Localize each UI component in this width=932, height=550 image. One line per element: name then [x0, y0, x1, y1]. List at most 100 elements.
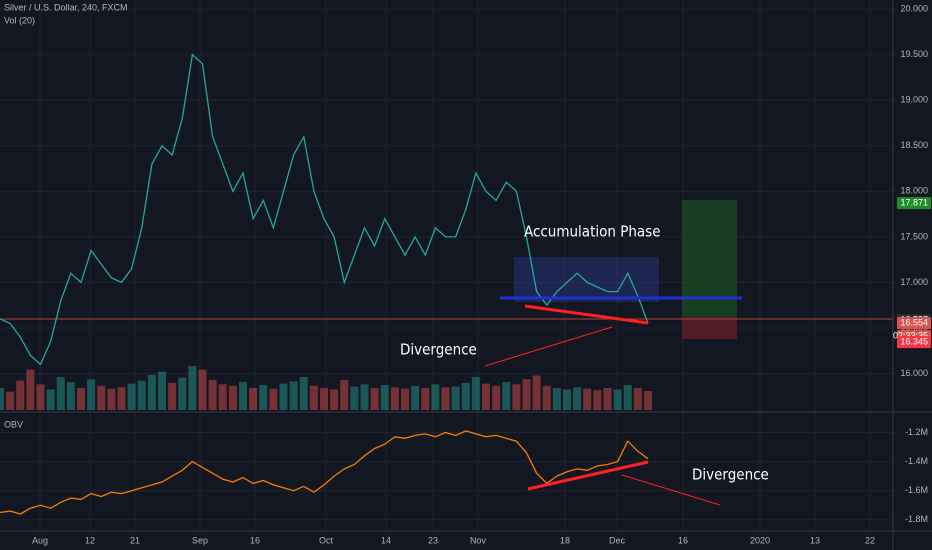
- volume-bar: [239, 382, 247, 410]
- x-tick-label: 13: [810, 535, 820, 545]
- stop-zone: [682, 317, 737, 339]
- volume-bar: [87, 379, 96, 410]
- volume-bar: [603, 388, 612, 410]
- x-tick-label: 16: [678, 535, 688, 545]
- y-tick-label: 20.000: [900, 3, 928, 13]
- volume-bar: [644, 390, 652, 410]
- x-tick-label: 14: [381, 535, 391, 545]
- volume-bar: [532, 375, 541, 410]
- y-tick-label: -1.8M: [905, 514, 928, 524]
- y-tick-label: 18.000: [900, 186, 928, 196]
- volume-bar: [492, 385, 501, 410]
- volume-bar: [158, 371, 166, 410]
- volume-bar: [330, 389, 339, 410]
- volume-bar: [228, 385, 237, 410]
- annotation: Accumulation Phase: [524, 223, 661, 241]
- annotation: Divergence: [692, 466, 769, 484]
- x-tick-label: Oct: [319, 535, 334, 545]
- divergence-line: [524, 304, 649, 325]
- volume-bar: [208, 379, 217, 410]
- chart-title: Silver / U.S. Dollar, 240, FXCM: [4, 2, 128, 12]
- x-tick-label: 21: [130, 535, 140, 545]
- y-tick-label: -1.2M: [905, 427, 928, 437]
- volume-bar: [127, 383, 136, 410]
- volume-bar: [16, 380, 25, 410]
- x-tick-label: Sep: [192, 535, 208, 545]
- obv-divergence-line: [527, 460, 649, 491]
- volume-bar: [188, 366, 197, 410]
- volume-bar: [36, 384, 45, 410]
- volume-bar: [401, 388, 409, 410]
- volume-bar: [431, 384, 440, 410]
- y-tick-label: -1.6M: [905, 485, 928, 495]
- volume-bar: [583, 388, 592, 410]
- volume-bar: [552, 388, 561, 410]
- data-line: [0, 53, 649, 366]
- obv-arrow: [621, 474, 721, 506]
- volume-bar: [66, 382, 75, 410]
- volume-bar: [309, 385, 318, 410]
- x-tick-label: 12: [85, 535, 95, 545]
- volume-bar: [623, 385, 632, 410]
- volume-bar: [522, 379, 531, 410]
- volume-bar: [117, 387, 126, 410]
- volume-bar: [320, 388, 328, 410]
- price-tag-label: 17.871: [900, 197, 928, 207]
- arrow: [484, 326, 613, 367]
- volume-bar: [0, 388, 4, 410]
- volume-bar: [573, 387, 582, 410]
- x-tick-label: 16: [250, 535, 260, 545]
- volume-bar: [168, 382, 177, 410]
- countdown: 02:33:35: [893, 330, 928, 340]
- y-tick-label: 17.000: [900, 277, 928, 287]
- x-tick-label: Aug: [32, 535, 48, 545]
- volume-bar: [26, 369, 35, 410]
- x-tick-label: 2020: [750, 535, 770, 545]
- x-tick-label: Dec: [609, 535, 626, 545]
- volume-bar: [97, 385, 106, 410]
- volume-bar: [441, 387, 450, 410]
- volume-bar: [390, 387, 399, 410]
- volume-bar: [137, 380, 146, 410]
- y-tick-label: 17.500: [900, 231, 928, 241]
- x-tick-label: 18: [560, 535, 570, 545]
- volume-bar: [613, 389, 622, 410]
- volume-bar: [542, 385, 551, 410]
- price-tag: [897, 197, 931, 210]
- data-line: [0, 430, 649, 515]
- volume-bar: [461, 382, 470, 410]
- volume-bar: [289, 381, 298, 410]
- y-tick-label: 19.000: [900, 95, 928, 105]
- volume-bar: [380, 385, 389, 410]
- y-tick-label: -1.4M: [905, 456, 928, 466]
- volume-label: Vol (20): [4, 15, 35, 25]
- x-tick-label: 23: [428, 535, 438, 545]
- volume-bar: [563, 389, 571, 410]
- volume-bar: [279, 383, 288, 410]
- volume-bar: [77, 388, 85, 410]
- volume-bar: [269, 388, 278, 410]
- annotation: Divergence: [400, 341, 477, 359]
- volume-bar: [360, 384, 369, 410]
- volume-bar: [56, 377, 65, 410]
- volume-bar: [370, 388, 379, 410]
- volume-bar: [218, 384, 227, 410]
- price-tag-label: 16.345: [900, 336, 928, 346]
- volume-bar: [178, 377, 187, 410]
- y-tick-label: 19.500: [900, 49, 928, 59]
- volume-bar: [350, 386, 359, 410]
- volume-bar: [340, 379, 349, 410]
- volume-bar: [107, 388, 116, 410]
- volume-bar: [259, 385, 268, 410]
- price-tag-label: 16.554: [900, 317, 928, 327]
- volume-bar: [198, 369, 207, 410]
- volume-bar: [512, 384, 521, 410]
- y-tick-label: 16.000: [900, 368, 928, 378]
- volume-bar: [471, 377, 480, 410]
- volume-bar: [147, 374, 156, 410]
- y-tick-label: 18.500: [900, 140, 928, 150]
- volume-bar: [46, 389, 55, 410]
